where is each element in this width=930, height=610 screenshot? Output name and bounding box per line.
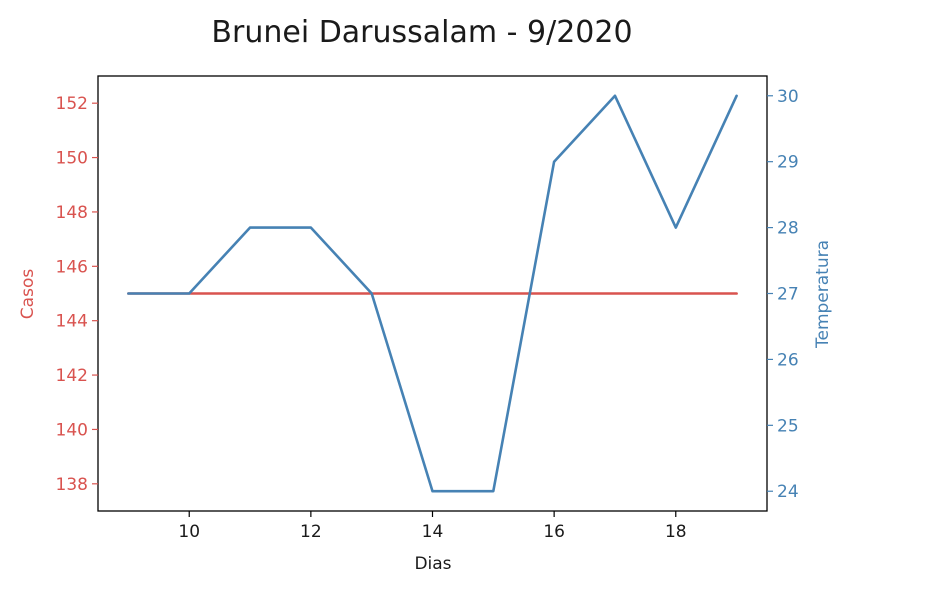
left-y-axis-label: Casos — [18, 269, 38, 320]
left-y-tick-label: 150 — [56, 149, 88, 169]
series-line-temperatura — [127, 94, 738, 493]
left-y-tick-label: 142 — [56, 366, 88, 386]
right-y-tick-label: 28 — [777, 219, 799, 239]
right-y-tick-label: 30 — [777, 87, 799, 107]
x-tick-label: 10 — [178, 522, 200, 542]
x-tick-label: 14 — [422, 522, 444, 542]
left-y-tick-label: 148 — [56, 203, 88, 223]
left-y-tick-label: 146 — [56, 257, 88, 277]
left-y-tick-label: 138 — [56, 475, 88, 495]
right-y-tick-label: 26 — [777, 350, 799, 370]
right-y-axis-label: Temperatura — [813, 240, 833, 349]
x-tick-label: 16 — [543, 522, 565, 542]
x-axis-label: Dias — [414, 554, 451, 574]
right-y-tick-label: 29 — [777, 153, 799, 173]
x-tick-label: 18 — [665, 522, 687, 542]
chart-title: Brunei Darussalam - 9/2020 — [211, 15, 632, 50]
left-y-tick-label: 144 — [56, 312, 88, 332]
right-y-tick-label: 25 — [777, 416, 799, 436]
x-tick-label: 12 — [300, 522, 322, 542]
plot-area: 10 12 14 16 18 138 140 142 144 146 148 150 152 24 25 26… — [56, 75, 799, 542]
right-y-tick-label: 24 — [777, 482, 799, 502]
left-y-tick-label: 140 — [56, 420, 88, 440]
right-y-tick-label: 27 — [777, 285, 799, 305]
left-y-tick-label: 152 — [56, 94, 88, 114]
